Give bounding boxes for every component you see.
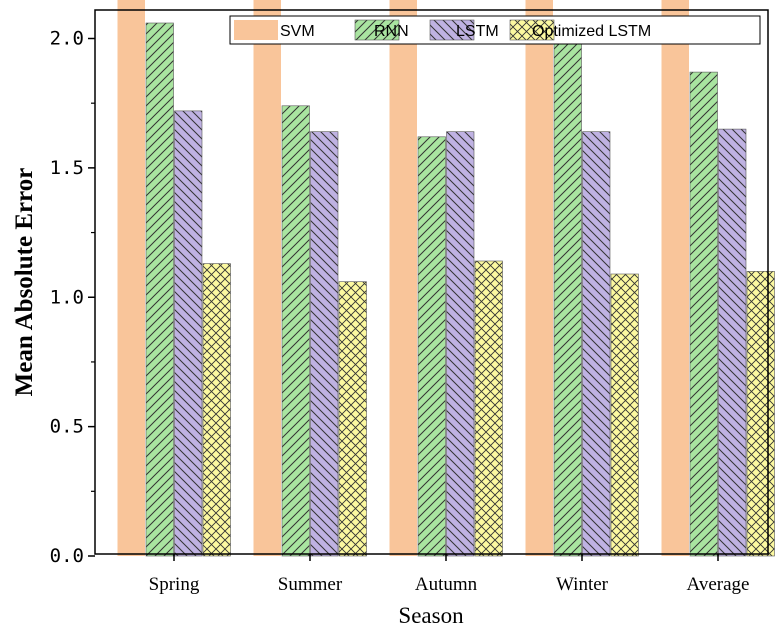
bar-optimized-lstm-autumn [474, 260, 503, 557]
bar-rnn-summer [281, 105, 310, 557]
bar-svm-winter [525, 0, 553, 556]
legend: SVM RNN LSTM Optimized LSTM [229, 15, 761, 45]
bar-rnn-spring [145, 22, 174, 557]
x-tick-label-summer: Summer [278, 574, 343, 595]
bar-rnn-autumn [417, 136, 446, 557]
bar-lstm-winter [582, 131, 611, 557]
legend-swatch-rnn [354, 19, 400, 41]
bar-optimized-lstm-average [746, 271, 775, 557]
x-tick-label-winter: Winter [556, 574, 609, 595]
x-tick-label-average: Average [687, 574, 750, 595]
bar-lstm-average [718, 128, 747, 557]
x-axis: Spring Summer Autumn Winter Average [149, 554, 750, 595]
bar-optimized-lstm-winter [610, 273, 639, 557]
bar-svm-spring [117, 0, 145, 556]
bar-svm-summer [253, 0, 281, 556]
y-tick-label: 2.0 [50, 28, 84, 50]
bar-lstm-spring [174, 110, 203, 557]
bar-svm-autumn [389, 0, 417, 556]
bar-rnn-winter [553, 17, 582, 557]
legend-label-svm: SVM [280, 23, 315, 40]
y-axis-title: Mean Absolute Error [11, 168, 38, 397]
x-axis-title: Season [398, 603, 464, 628]
bar-lstm-autumn [446, 131, 475, 557]
bar-optimized-lstm-summer [338, 281, 367, 557]
bar-rnn-average [689, 71, 718, 557]
bars-layer [117, 0, 775, 557]
y-tick-label: 0.0 [50, 545, 84, 567]
legend-label-optimized-lstm: Optimized LSTM [532, 23, 651, 40]
y-axis: 0.00.51.01.52.02.53.03.54.0 [50, 28, 95, 567]
legend-swatch-optimized-lstm [509, 19, 555, 41]
y-tick-label: 0.5 [50, 416, 84, 438]
x-tick-label-autumn: Autumn [415, 574, 478, 595]
bar-lstm-summer [310, 131, 339, 557]
legend-label-lstm: LSTM [456, 23, 499, 40]
bar-optimized-lstm-spring [202, 263, 231, 557]
x-tick-label-spring: Spring [149, 574, 200, 595]
plot-frame [94, 9, 769, 555]
legend-box [229, 15, 761, 45]
legend-swatch-svm [234, 20, 278, 40]
legend-label-rnn: RNN [374, 23, 409, 40]
bar-svm-average [661, 0, 689, 556]
y-tick-label: 1.5 [50, 157, 84, 179]
y-tick-label: 1.0 [50, 286, 84, 308]
legend-swatch-lstm [429, 19, 475, 41]
